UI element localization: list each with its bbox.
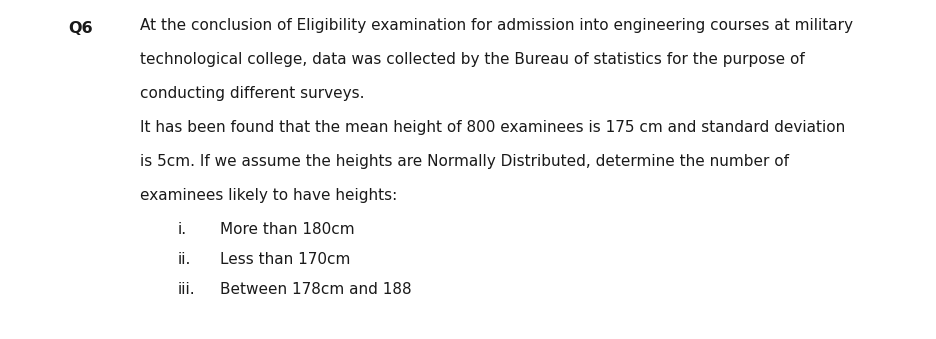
Text: More than 180cm: More than 180cm bbox=[220, 222, 355, 237]
Text: Q6: Q6 bbox=[68, 21, 93, 36]
Text: Between 178cm and 188: Between 178cm and 188 bbox=[220, 282, 412, 297]
Text: ii.: ii. bbox=[178, 252, 191, 267]
Text: is 5cm. If we assume the heights are Normally Distributed, determine the number : is 5cm. If we assume the heights are Nor… bbox=[140, 154, 789, 169]
Text: i.: i. bbox=[178, 222, 187, 237]
Text: technological college, data was collected by the Bureau of statistics for the pu: technological college, data was collecte… bbox=[140, 52, 805, 67]
Text: iii.: iii. bbox=[178, 282, 196, 297]
Text: It has been found that the mean height of 800 examinees is 175 cm and standard d: It has been found that the mean height o… bbox=[140, 120, 845, 135]
Text: At the conclusion of Eligibility examination for admission into engineering cour: At the conclusion of Eligibility examina… bbox=[140, 18, 853, 33]
Text: Less than 170cm: Less than 170cm bbox=[220, 252, 350, 267]
Text: conducting different surveys.: conducting different surveys. bbox=[140, 86, 364, 101]
Text: examinees likely to have heights:: examinees likely to have heights: bbox=[140, 188, 397, 203]
